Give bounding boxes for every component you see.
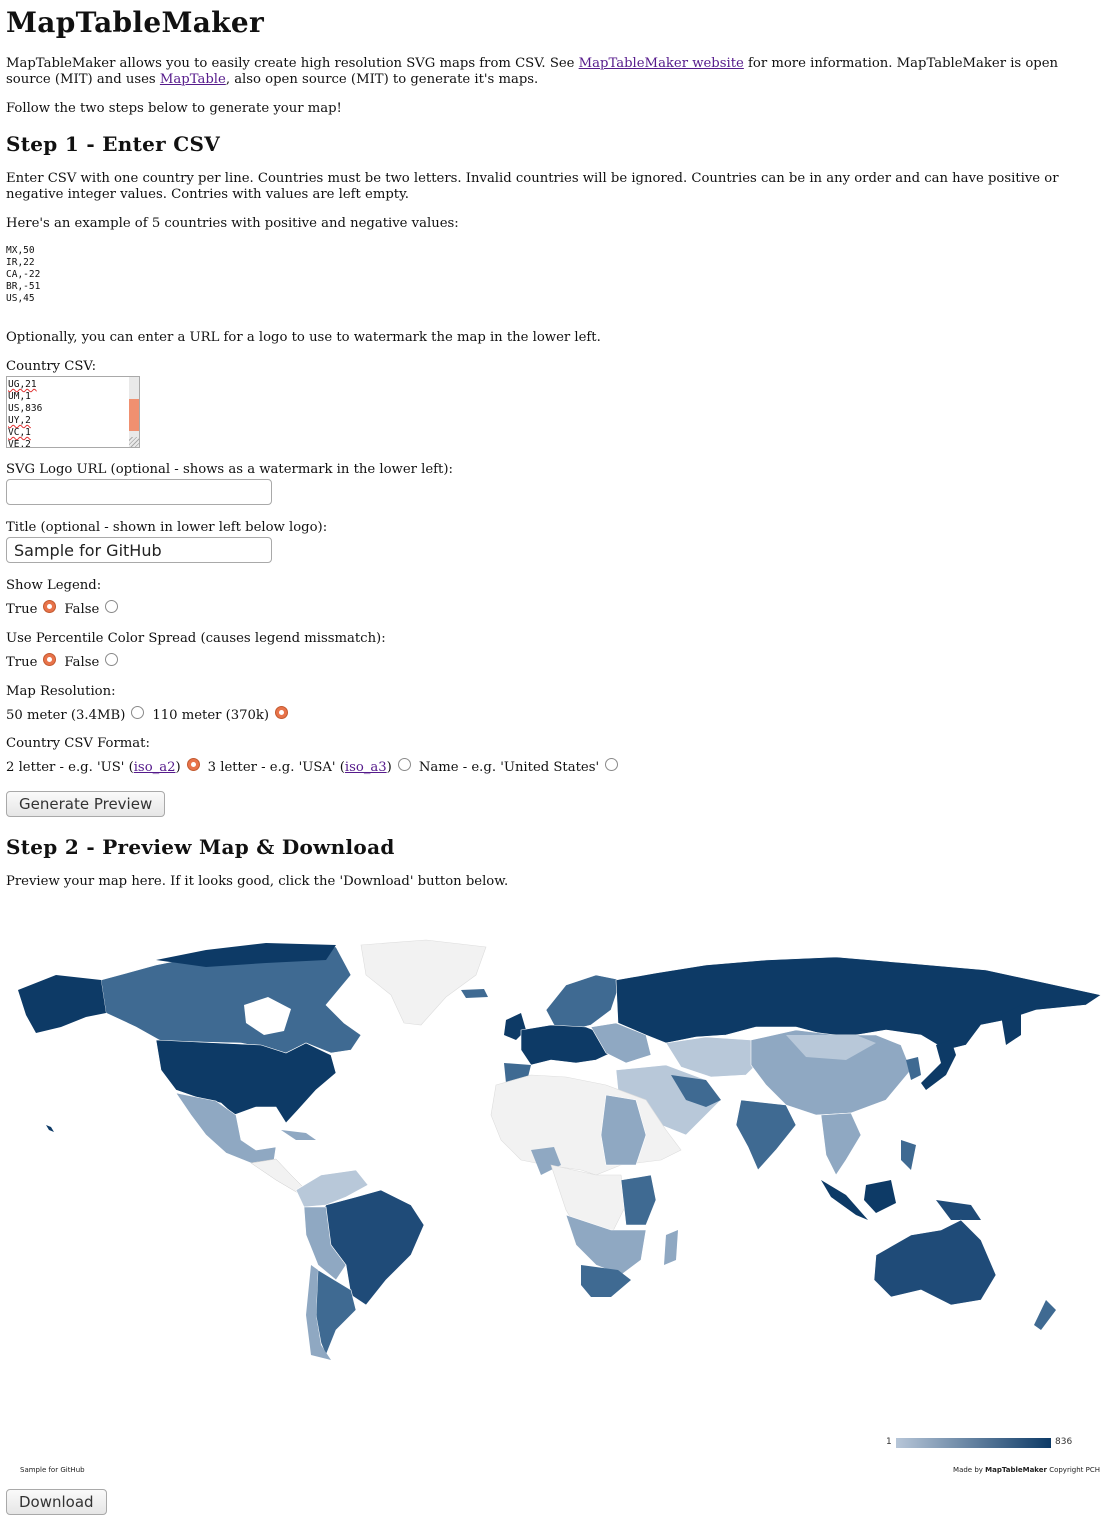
format-label: Country CSV Format: [6, 736, 150, 751]
country-csv-textarea[interactable]: UG,21 UM,1 US,836 UY,2 VC,1 VE,2 [6, 376, 140, 448]
csv-scrollbar[interactable] [129, 377, 139, 447]
title-label: Title (optional - shown in lower left be… [6, 520, 328, 535]
example-intro: Here's an example of 5 countries with po… [6, 216, 459, 231]
percentile-true-radio[interactable] [43, 652, 57, 666]
page-title: MapTableMaker [6, 6, 265, 39]
southern-africa [565, 1214, 647, 1276]
argentina [315, 1269, 357, 1356]
caribbean [281, 1130, 316, 1140]
res-110-radio[interactable] [275, 705, 289, 719]
step1-description: Enter CSV with one country per line. Cou… [6, 171, 1059, 202]
format-3letter-radio[interactable] [397, 757, 411, 771]
peru-bolivia [303, 1206, 347, 1281]
map-title: Sample for GitHub [20, 1466, 85, 1474]
usa [155, 1039, 337, 1124]
resize-grip-icon[interactable] [129, 437, 139, 447]
legend-min-label: 1 [886, 1437, 892, 1447]
percentile-false-radio[interactable] [105, 652, 119, 666]
eastern-europe [590, 1022, 652, 1064]
iran [671, 1075, 721, 1107]
greenland [360, 939, 487, 1026]
australia [873, 1219, 997, 1306]
uk [504, 1013, 526, 1040]
south-africa [581, 1265, 631, 1297]
korea [906, 1057, 921, 1080]
new-guinea [936, 1200, 981, 1220]
title-input[interactable]: Sample for GitHub [6, 537, 272, 563]
alaska [18, 975, 106, 1033]
maptable-link[interactable]: MapTable [159, 72, 226, 87]
map-preview: 1 836 Sample for GitHub Made by MapTable… [6, 935, 1104, 1480]
format-2letter-radio[interactable] [186, 757, 200, 771]
generate-preview-button[interactable]: Generate Preview [6, 791, 166, 817]
hudson-bay [244, 997, 291, 1035]
percentile-label: Use Percentile Color Spread (causes lege… [6, 631, 386, 646]
step1-heading: Step 1 - Enter CSV [6, 132, 221, 156]
madagascar [664, 1230, 678, 1265]
percentile-options: True False [6, 652, 122, 671]
africa-central [550, 1164, 627, 1236]
borneo [864, 1180, 896, 1213]
iceland [461, 989, 488, 998]
csv-example: MX,50 IR,22 CA,-22 BR,-51 US,45 [6, 245, 41, 304]
egypt-sudan [600, 1094, 647, 1166]
legend-gradient-bar [896, 1438, 1051, 1448]
format-name-radio[interactable] [605, 757, 619, 771]
csv-scroll-thumb[interactable] [129, 399, 139, 431]
step2-description: Preview your map here. If it looks good,… [6, 874, 509, 889]
scandinavia [545, 974, 622, 1031]
hawaii [46, 1125, 54, 1132]
resolution-label: Map Resolution: [6, 684, 116, 699]
east-africa [620, 1174, 657, 1226]
csv-label: Country CSV: [6, 359, 97, 374]
step2-heading: Step 2 - Preview Map & Download [6, 835, 395, 859]
intro-paragraph: MapTableMaker allows you to easily creat… [6, 56, 1059, 87]
western-europe [520, 1024, 612, 1066]
legend-true-radio[interactable] [43, 599, 57, 613]
logo-url-input[interactable] [6, 479, 272, 505]
chile [306, 1265, 331, 1360]
legend-false-radio[interactable] [105, 599, 119, 613]
res-50-radio[interactable] [131, 705, 145, 719]
russia [615, 956, 1102, 1051]
maptablemaker-website-link[interactable]: MapTableMaker website [578, 56, 744, 71]
canada-islands [156, 943, 336, 967]
format-options: 2 letter - e.g. 'US' (iso_a2) 3 letter -… [6, 757, 622, 776]
logo-note: Optionally, you can enter a URL for a lo… [6, 330, 601, 345]
philippines [901, 1140, 916, 1170]
colombia-venezuela [295, 1169, 369, 1208]
iso-a2-link[interactable]: iso_a2 [133, 760, 176, 775]
resolution-options: 50 meter (3.4MB) 110 meter (370k) [6, 705, 292, 724]
legend-max-label: 836 [1055, 1437, 1073, 1447]
download-button[interactable]: Download [6, 1489, 107, 1515]
mongolia [786, 1035, 876, 1060]
legend-options: True False [6, 599, 122, 618]
kamchatka [1001, 1005, 1021, 1045]
logo-url-label: SVG Logo URL (optional - shows as a wate… [6, 462, 453, 477]
mexico [175, 1092, 277, 1164]
india [735, 1099, 797, 1171]
legend-label: Show Legend: [6, 578, 102, 593]
iso-a3-link[interactable]: iso_a3 [344, 760, 387, 775]
indonesia [821, 1180, 868, 1220]
map-credit: Made by MapTableMaker Copyright PCH [953, 1466, 1100, 1474]
world-map [18, 939, 1102, 1360]
indochina [820, 1112, 862, 1176]
central-america [250, 1158, 307, 1194]
new-zealand [1034, 1300, 1056, 1330]
japan [921, 1040, 956, 1090]
follow-text: Follow the two steps below to generate y… [6, 101, 342, 116]
